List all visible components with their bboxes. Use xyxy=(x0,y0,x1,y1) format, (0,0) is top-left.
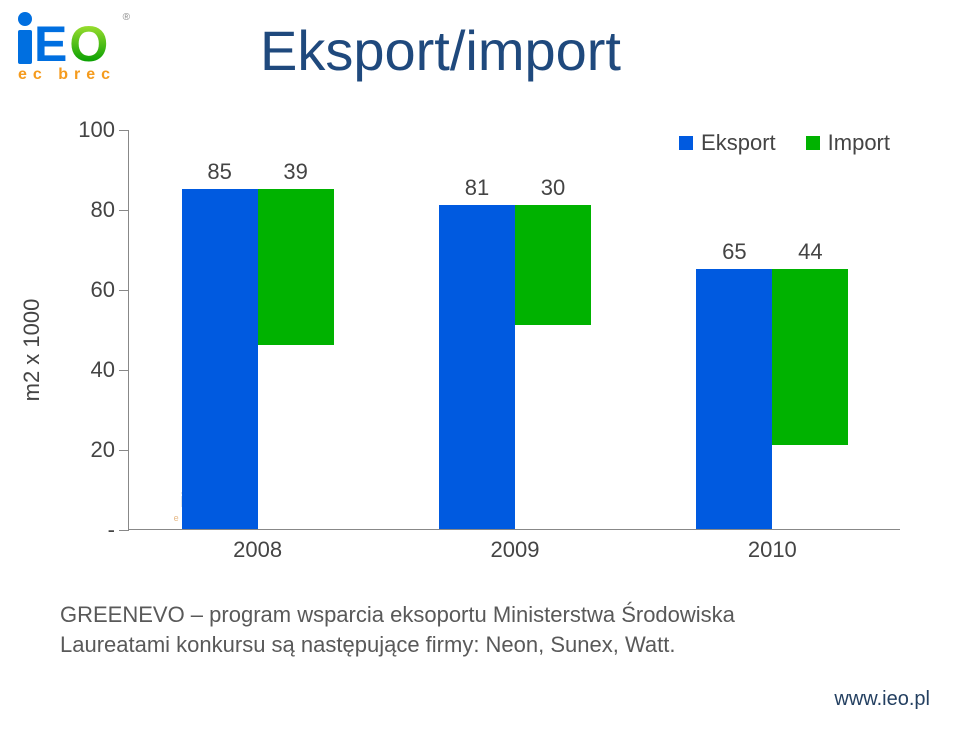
y-tick xyxy=(119,370,129,371)
legend-import-label: Import xyxy=(828,130,890,156)
bar-group: 8130 xyxy=(439,205,591,529)
brand-logo: E O ec brec ® xyxy=(18,12,116,84)
y-tick xyxy=(119,450,129,451)
bar-value-label: 30 xyxy=(541,175,565,201)
bar: 85 xyxy=(182,189,258,529)
swatch-import xyxy=(806,136,820,150)
legend-eksport: Eksport xyxy=(679,130,776,156)
bar-group: 6544 xyxy=(696,269,848,529)
x-tick-label: 2008 xyxy=(233,537,282,563)
page-title: Eksport/import xyxy=(260,18,621,83)
body-text: GREENEVO – program wsparcia eksoportu Mi… xyxy=(60,600,800,659)
y-tick xyxy=(119,210,129,211)
export-import-chart: m2 x 1000 Eksport Import iEO ec brec -20… xyxy=(70,130,900,570)
x-tick-label: 2009 xyxy=(491,537,540,563)
bar: 81 xyxy=(439,205,515,529)
y-tick-label: - xyxy=(108,517,115,543)
y-tick xyxy=(119,530,129,531)
swatch-eksport xyxy=(679,136,693,150)
y-tick-label: 80 xyxy=(91,197,115,223)
bar-value-label: 85 xyxy=(207,159,231,185)
legend-eksport-label: Eksport xyxy=(701,130,776,156)
y-axis-label: m2 x 1000 xyxy=(19,299,45,402)
bar-value-label: 39 xyxy=(283,159,307,185)
logo-registered: ® xyxy=(123,12,130,23)
bar: 30 xyxy=(515,205,591,325)
bar-group: 8539 xyxy=(182,189,334,529)
bar: 65 xyxy=(696,269,772,529)
x-tick-label: 2010 xyxy=(748,537,797,563)
plot-area: Eksport Import iEO ec brec -204060801002… xyxy=(128,130,900,530)
y-tick-label: 40 xyxy=(91,357,115,383)
y-tick-label: 100 xyxy=(78,117,115,143)
legend-import: Import xyxy=(806,130,890,156)
chart-legend: Eksport Import xyxy=(679,130,890,156)
y-tick-label: 60 xyxy=(91,277,115,303)
logo-subtitle: ec brec xyxy=(18,66,116,84)
y-tick-label: 20 xyxy=(91,437,115,463)
footer-link[interactable]: www.ieo.pl xyxy=(834,688,930,711)
bar-value-label: 65 xyxy=(722,239,746,265)
y-tick xyxy=(119,130,129,131)
y-tick xyxy=(119,290,129,291)
bar: 44 xyxy=(772,269,848,445)
bar-value-label: 81 xyxy=(465,175,489,201)
bar: 39 xyxy=(258,189,334,345)
bar-value-label: 44 xyxy=(798,239,822,265)
